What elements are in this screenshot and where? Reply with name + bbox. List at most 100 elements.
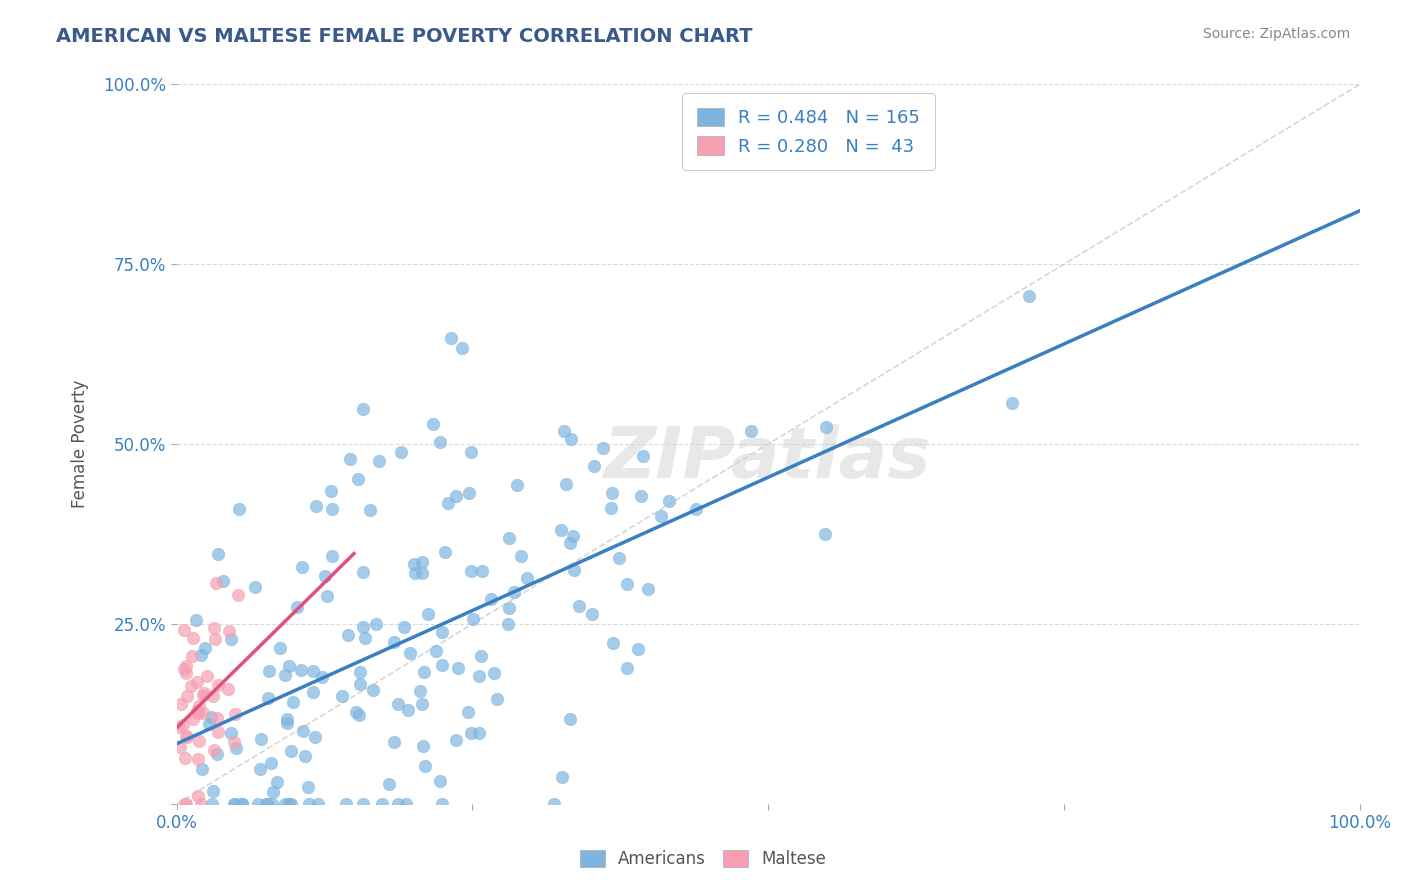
Americans (582, 458, 605, 473)
Maltese (176, 730, 198, 744)
Maltese (170, 697, 193, 711)
Americans (321, 483, 343, 498)
Maltese (204, 576, 226, 591)
Americans (560, 712, 582, 726)
Americans (460, 725, 482, 739)
Americans (280, 797, 302, 811)
Americans (354, 631, 377, 645)
Americans (471, 564, 494, 578)
Americans (205, 747, 228, 761)
Americans (321, 549, 343, 563)
Americans (422, 417, 444, 432)
Americans (277, 797, 299, 811)
Americans (353, 566, 375, 580)
Americans (262, 797, 284, 811)
Maltese (181, 712, 204, 726)
Americans (496, 617, 519, 632)
Maltese (207, 711, 229, 725)
Americans (581, 607, 603, 621)
Americans (245, 581, 267, 595)
Americans (280, 744, 302, 758)
Americans (276, 715, 298, 730)
Americans (352, 620, 374, 634)
Maltese (224, 707, 246, 722)
Americans (347, 471, 370, 485)
Americans (479, 591, 502, 606)
Maltese (180, 648, 202, 663)
Americans (627, 641, 650, 656)
Americans (650, 508, 672, 523)
Americans (254, 797, 277, 811)
Americans (429, 774, 451, 789)
Americans (444, 733, 467, 747)
Americans (285, 599, 308, 614)
Americans (371, 797, 394, 811)
Americans (616, 576, 638, 591)
Maltese (202, 621, 225, 635)
Americans (225, 741, 247, 756)
Americans (349, 708, 371, 723)
Americans (506, 478, 529, 492)
Americans (224, 797, 246, 811)
Americans (349, 677, 371, 691)
Americans (249, 762, 271, 776)
Americans (377, 776, 399, 790)
Americans (1018, 289, 1040, 303)
Americans (344, 705, 367, 719)
Americans (631, 449, 654, 463)
Americans (460, 564, 482, 578)
Americans (353, 797, 375, 811)
Americans (207, 547, 229, 561)
Maltese (187, 698, 209, 713)
Americans (307, 797, 329, 811)
Americans (560, 536, 582, 550)
Americans (302, 684, 325, 698)
Americans (198, 717, 221, 731)
Americans (457, 706, 479, 720)
Americans (485, 692, 508, 706)
Maltese (173, 797, 195, 811)
Americans (382, 634, 405, 648)
Americans (592, 441, 614, 455)
Americans (432, 797, 454, 811)
Americans (402, 557, 425, 571)
Americans (600, 486, 623, 500)
Americans (560, 432, 582, 446)
Americans (290, 663, 312, 677)
Americans (418, 607, 440, 621)
Text: Source: ZipAtlas.com: Source: ZipAtlas.com (1202, 27, 1350, 41)
Americans (444, 490, 467, 504)
Maltese (174, 797, 197, 811)
Americans (294, 748, 316, 763)
Americans (335, 797, 357, 811)
Americans (231, 797, 253, 811)
Maltese (193, 688, 215, 702)
Americans (470, 648, 492, 663)
Americans (637, 582, 659, 596)
Legend: R = 0.484   N = 165, R = 0.280   N =  43: R = 0.484 N = 165, R = 0.280 N = 43 (682, 94, 935, 170)
Americans (336, 628, 359, 642)
Americans (301, 664, 323, 678)
Americans (553, 424, 575, 438)
Americans (339, 452, 361, 467)
Americans (502, 584, 524, 599)
Legend: Americans, Maltese: Americans, Maltese (574, 843, 832, 875)
Maltese (193, 686, 215, 700)
Americans (364, 617, 387, 632)
Americans (447, 661, 470, 675)
Maltese (180, 680, 202, 694)
Maltese (173, 624, 195, 638)
Americans (194, 641, 217, 656)
Maltese (173, 751, 195, 765)
Americans (564, 564, 586, 578)
Americans (516, 571, 538, 585)
Americans (468, 669, 491, 683)
Maltese (207, 678, 229, 692)
Americans (311, 670, 333, 684)
Maltese (186, 675, 208, 690)
Maltese (176, 665, 198, 680)
Americans (297, 780, 319, 794)
Americans (498, 532, 520, 546)
Americans (278, 658, 301, 673)
Maltese (201, 689, 224, 703)
